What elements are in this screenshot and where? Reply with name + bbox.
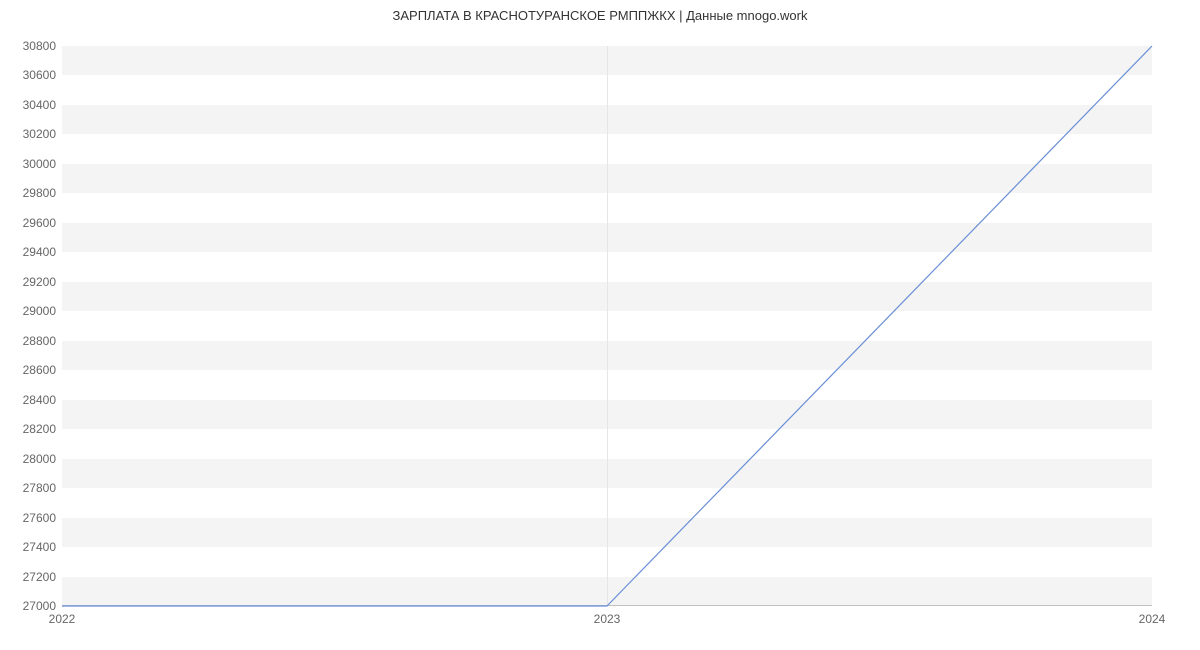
- y-tick-label: 28600: [23, 363, 56, 377]
- plot-area: 2700027200274002760027800280002820028400…: [62, 46, 1152, 606]
- x-tick-label: 2022: [49, 612, 76, 626]
- y-tick-label: 30400: [23, 98, 56, 112]
- chart-container: ЗАРПЛАТА В КРАСНОТУРАНСКОЕ РМППЖКХ | Дан…: [0, 0, 1200, 650]
- line-series: [62, 46, 1152, 606]
- y-tick-label: 27000: [23, 599, 56, 613]
- y-tick-label: 27600: [23, 511, 56, 525]
- y-tick-label: 29200: [23, 275, 56, 289]
- y-tick-label: 29600: [23, 216, 56, 230]
- series-line: [62, 46, 1152, 606]
- y-tick-label: 28000: [23, 452, 56, 466]
- y-tick-label: 27800: [23, 481, 56, 495]
- y-tick-label: 28800: [23, 334, 56, 348]
- x-tick-label: 2024: [1139, 612, 1166, 626]
- y-tick-label: 30600: [23, 68, 56, 82]
- y-tick-label: 28400: [23, 393, 56, 407]
- y-tick-label: 29000: [23, 304, 56, 318]
- y-tick-label: 29800: [23, 186, 56, 200]
- y-tick-label: 30000: [23, 157, 56, 171]
- y-tick-label: 27400: [23, 540, 56, 554]
- y-tick-label: 28200: [23, 422, 56, 436]
- chart-title: ЗАРПЛАТА В КРАСНОТУРАНСКОЕ РМППЖКХ | Дан…: [0, 8, 1200, 23]
- y-tick-label: 27200: [23, 570, 56, 584]
- y-tick-label: 30800: [23, 39, 56, 53]
- y-tick-label: 30200: [23, 127, 56, 141]
- x-tick-label: 2023: [594, 612, 621, 626]
- y-tick-label: 29400: [23, 245, 56, 259]
